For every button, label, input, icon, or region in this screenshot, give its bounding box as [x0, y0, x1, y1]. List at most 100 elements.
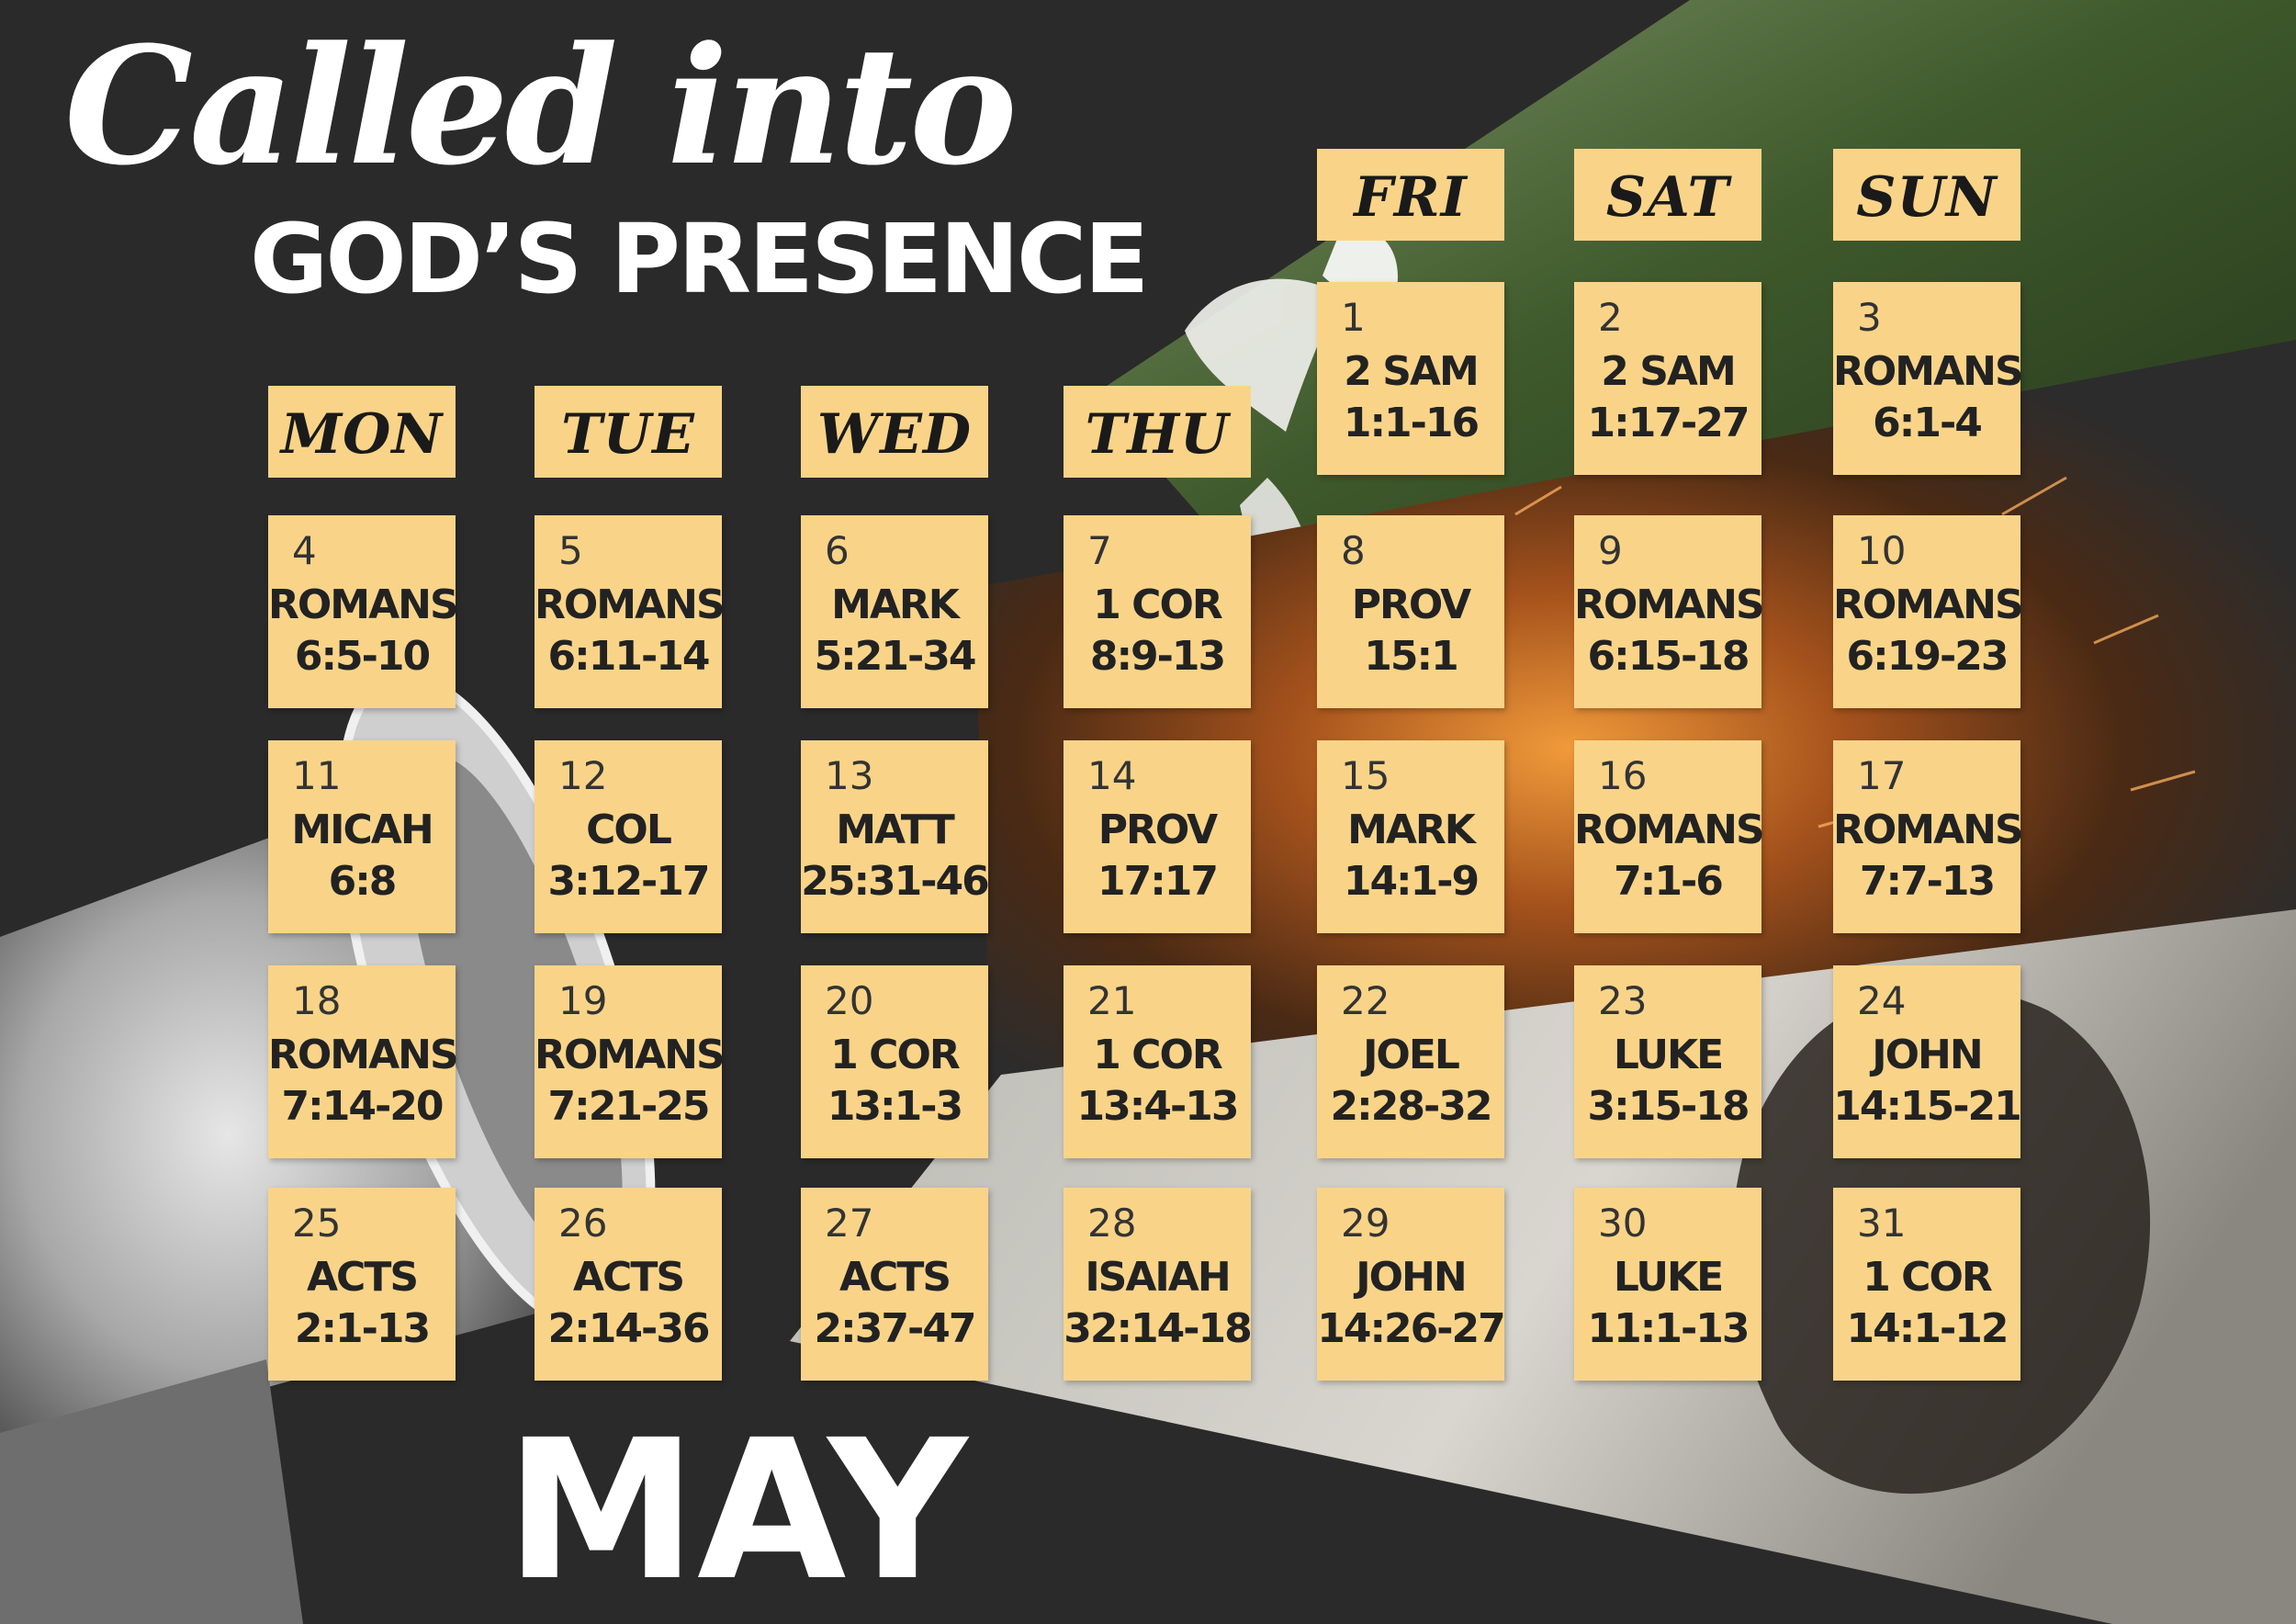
day-cell-12: 12 COL 3:12-17 — [535, 740, 722, 933]
reading-book: JOHN — [1872, 1032, 1983, 1078]
day-number: 14 — [1087, 753, 1137, 798]
reading-verse: 7:7-13 — [1859, 858, 1996, 905]
reading-verse: 2:1-13 — [294, 1305, 431, 1352]
day-cell-10: 10 ROMANS 6:19-23 — [1833, 515, 2024, 708]
day-number: 30 — [1598, 1201, 1648, 1246]
day-number: 21 — [1087, 978, 1137, 1023]
day-number: 29 — [1341, 1201, 1390, 1246]
reading-verse: 3:15-18 — [1587, 1083, 1750, 1130]
reading-book: ACTS — [572, 1254, 685, 1301]
reading-book: ACTS — [838, 1254, 951, 1301]
reading-book: ACTS — [306, 1254, 419, 1301]
reading-verse: 6:11-14 — [547, 633, 711, 680]
day-number: 22 — [1341, 978, 1390, 1023]
reading-verse: 2:37-47 — [814, 1305, 977, 1352]
day-number: 20 — [825, 978, 874, 1023]
reading-book: ROMANS — [1833, 348, 2024, 395]
day-number: 11 — [292, 753, 342, 798]
day-number: 12 — [558, 753, 608, 798]
day-cell-8: 8 PROV 15:1 — [1317, 515, 1504, 708]
reading-verse: 6:15-18 — [1587, 633, 1750, 680]
reading-book: ISAIAH — [1085, 1254, 1231, 1301]
reading-book: LUKE — [1613, 1254, 1724, 1301]
weekday-header-sun: SUN — [1833, 149, 2020, 241]
reading-book: ROMANS — [535, 1032, 726, 1078]
reading-book: ROMANS — [268, 581, 459, 628]
reading-verse: 14:1-12 — [1846, 1305, 2009, 1352]
title-subheading: GOD’S PRESENCE — [250, 203, 1149, 315]
day-number: 9 — [1598, 528, 1623, 573]
reading-verse: 15:1 — [1364, 633, 1458, 680]
weekday-header-wed: WED — [801, 386, 988, 478]
day-cell-25: 25 ACTS 2:1-13 — [268, 1188, 456, 1381]
reading-book: MARK — [1347, 806, 1476, 853]
day-number: 24 — [1857, 978, 1907, 1023]
reading-verse: 2:14-36 — [547, 1305, 711, 1352]
reading-book: JOEL — [1363, 1032, 1460, 1078]
day-number: 19 — [558, 978, 608, 1023]
day-number: 31 — [1857, 1201, 1907, 1246]
day-number: 13 — [825, 753, 874, 798]
day-cell-20: 20 1 COR 13:1-3 — [801, 965, 988, 1158]
day-cell-9: 9 ROMANS 6:15-18 — [1574, 515, 1765, 708]
day-number: 27 — [825, 1201, 874, 1246]
reading-verse: 3:12-17 — [547, 858, 711, 905]
day-cell-7: 7 1 COR 8:9-13 — [1064, 515, 1251, 708]
reading-book: ROMANS — [1833, 581, 2024, 628]
reading-verse: 14:26-27 — [1317, 1305, 1506, 1352]
reading-verse: 7:1-6 — [1614, 858, 1724, 905]
reading-verse: 11:1-13 — [1587, 1305, 1750, 1352]
reading-verse: 13:1-3 — [827, 1083, 963, 1130]
day-cell-4: 4 ROMANS 6:5-10 — [268, 515, 459, 708]
reading-verse: 5:21-34 — [814, 633, 977, 680]
reading-book: ROMANS — [268, 1032, 459, 1078]
reading-book: ROMANS — [1574, 806, 1765, 853]
reading-verse: 14:1-9 — [1343, 858, 1480, 905]
reading-book: 1 COR — [1093, 1032, 1223, 1078]
month-label: MAY — [505, 1398, 968, 1623]
weekday-header-sat: SAT — [1574, 149, 1761, 241]
reading-verse: 6:8 — [328, 858, 398, 905]
reading-verse: 7:14-20 — [281, 1083, 445, 1130]
day-number: 18 — [292, 978, 342, 1023]
reading-verse: 6:19-23 — [1846, 633, 2009, 680]
day-cell-2: 2 2 SAM 1:17-27 — [1574, 282, 1761, 475]
day-cell-26: 26 ACTS 2:14-36 — [535, 1188, 722, 1381]
day-number: 10 — [1857, 528, 1907, 573]
day-cell-11: 11 MICAH 6:8 — [268, 740, 456, 933]
day-number: 7 — [1087, 528, 1112, 573]
day-cell-6: 6 MARK 5:21-34 — [801, 515, 988, 708]
day-number: 26 — [558, 1201, 608, 1246]
reading-verse: 1:17-27 — [1587, 400, 1750, 446]
day-cell-1: 1 2 SAM 1:1-16 — [1317, 282, 1504, 475]
weekday-header-thu: THU — [1064, 386, 1251, 478]
reading-verse: 2:28-32 — [1330, 1083, 1493, 1130]
reading-verse: 6:1-4 — [1873, 400, 1983, 446]
reading-verse: 7:21-25 — [547, 1083, 711, 1130]
reading-book: MICAH — [291, 806, 433, 853]
reading-verse: 32:14-18 — [1064, 1305, 1253, 1352]
day-cell-14: 14 PROV 17:17 — [1064, 740, 1251, 933]
reading-book: 1 COR — [1863, 1254, 1993, 1301]
reading-book: PROV — [1097, 806, 1218, 853]
day-number: 4 — [292, 528, 317, 573]
day-cell-21: 21 1 COR 13:4-13 — [1064, 965, 1251, 1158]
day-number: 2 — [1598, 295, 1623, 340]
day-number: 25 — [292, 1201, 342, 1246]
reading-book: JOHN — [1356, 1254, 1467, 1301]
reading-book: 2 SAM — [1601, 348, 1736, 395]
day-cell-16: 16 ROMANS 7:1-6 — [1574, 740, 1765, 933]
day-cell-31: 31 1 COR 14:1-12 — [1833, 1188, 2020, 1381]
day-number: 1 — [1341, 295, 1366, 340]
day-number: 5 — [558, 528, 583, 573]
reading-book: ROMANS — [1574, 581, 1765, 628]
title-script: Called into — [64, 11, 1018, 201]
day-cell-5: 5 ROMANS 6:11-14 — [535, 515, 726, 708]
reading-book: PROV — [1351, 581, 1471, 628]
reading-book: 1 COR — [830, 1032, 961, 1078]
reading-verse: 13:4-13 — [1076, 1083, 1240, 1130]
day-cell-22: 22 JOEL 2:28-32 — [1317, 965, 1504, 1158]
reading-book: ROMANS — [1833, 806, 2024, 853]
day-number: 23 — [1598, 978, 1648, 1023]
